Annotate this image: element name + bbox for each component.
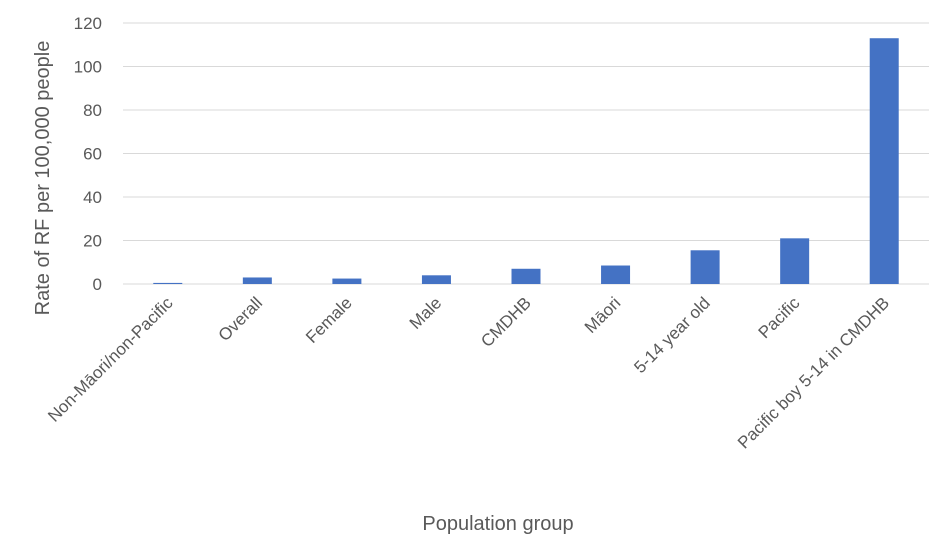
x-tick-label: Male [406,293,445,332]
y-tick-label: 80 [83,101,102,120]
y-tick-label: 40 [83,188,102,207]
x-tick-label: Pacific boy 5-14 in CMDHB [734,293,893,452]
x-tick-label: Female [302,293,356,347]
y-axis-title: Rate of RF per 100,000 people [32,41,54,316]
bar [332,278,362,284]
y-tick-label: 0 [93,275,102,294]
x-tick-label: 5-14 year old [630,293,714,377]
bar [153,282,183,284]
bar [780,238,810,284]
y-axis-ticks: 0 20 40 60 80 100 120 [74,14,102,294]
bar [421,275,451,284]
bars [153,38,899,284]
x-tick-label: CMDHB [477,293,535,351]
x-tick-label: Non-Māori/non-Pacific [44,293,177,426]
bar [690,250,720,284]
bar [242,277,272,284]
y-tick-label: 100 [74,58,102,77]
x-axis-ticks: Non-Māori/non-Pacific Overall Female Male CM… [44,293,893,452]
x-tick-label: Overall [215,293,267,345]
gridlines [123,22,929,285]
bar [511,268,541,284]
bar [869,38,899,284]
x-tick-label: Pacific [755,293,804,342]
bar [601,265,631,284]
y-tick-label: 120 [74,14,102,33]
y-tick-label: 20 [83,232,102,251]
y-tick-label: 60 [83,145,102,164]
x-axis-title: Population group [422,513,573,535]
x-tick-label: Māori [581,293,624,336]
